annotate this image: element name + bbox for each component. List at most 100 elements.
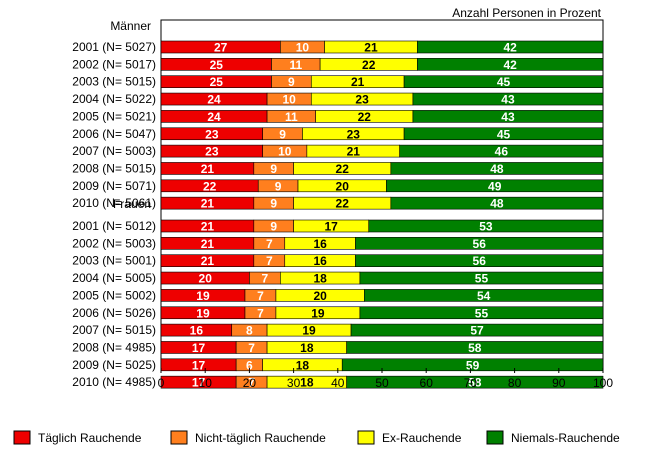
data-label: 21 [201,237,215,251]
row-label: 2003 (N= 5015) [72,75,156,89]
bar-segment [417,40,604,54]
data-label: 18 [313,272,327,286]
row-label: 2007 (N= 5003) [72,144,156,158]
data-label: 55 [475,272,489,286]
data-label: 45 [497,127,511,141]
data-label: 7 [266,237,273,251]
data-label: 6 [246,358,253,372]
data-label: 9 [275,179,282,193]
legend-label: Nicht-täglich Rauchende [195,431,326,445]
row-label: 2009 (N= 5025) [72,358,156,372]
data-label: 56 [473,254,487,268]
bar-segment [390,196,604,210]
x-tick-label: 80 [508,376,522,390]
data-label: 46 [495,145,509,159]
data-label: 22 [336,197,350,211]
data-label: 16 [190,324,204,338]
row-label: 2002 (N= 5003) [72,236,156,250]
data-label: 21 [201,197,215,211]
data-label: 17 [192,376,206,390]
row-label: 2009 (N= 5071) [72,179,156,193]
x-tick-label: 40 [331,376,345,390]
data-label: 20 [336,179,350,193]
data-label: 10 [296,41,310,55]
data-label: 16 [313,237,327,251]
data-label: 7 [248,341,255,355]
data-label: 17 [192,341,206,355]
row-label: 2006 (N= 5047) [72,127,156,141]
data-label: 19 [302,324,316,338]
row-label: 2007 (N= 5015) [72,323,156,337]
data-label: 9 [270,162,277,176]
data-label: 9 [270,197,277,211]
bar-segment [359,271,604,285]
legend-swatch [170,430,188,445]
row-label: 2008 (N= 4985) [72,340,156,354]
data-label: 42 [504,58,518,72]
data-label: 7 [248,376,255,390]
row-label: 2001 (N= 5012) [72,219,156,233]
data-label: 20 [199,272,213,286]
group-label: Frauen [113,197,151,211]
legend-swatch [357,430,375,445]
x-tick-label: 10 [199,376,213,390]
data-label: 43 [501,110,515,124]
data-label: 48 [490,162,504,176]
data-label: 58 [468,341,482,355]
data-label: 45 [497,75,511,89]
row-label: 2010 (N= 5061) [72,196,156,210]
data-label: 16 [313,254,327,268]
bar-segment [417,58,604,71]
data-label: 11 [289,58,302,72]
data-label: 19 [196,306,210,320]
bar-segment [368,219,604,233]
legend-label: Täglich Rauchende [38,431,142,445]
bar-segment [386,179,604,193]
legend-swatch [13,430,31,445]
data-label: 27 [214,41,228,55]
data-label: 21 [347,145,361,159]
data-label: 23 [205,145,219,159]
data-label: 21 [201,254,215,268]
data-label: 42 [504,41,518,55]
row-label: 2005 (N= 5021) [72,109,156,123]
data-label: 56 [473,237,487,251]
bar-segment [364,289,604,302]
bar-segment [355,237,604,250]
x-tick-label: 70 [464,376,478,390]
data-label: 19 [311,306,325,320]
data-label: 23 [205,127,219,141]
data-label: 8 [246,324,253,338]
data-label: 54 [477,289,491,303]
data-label: 21 [201,162,215,176]
data-label: 7 [266,254,273,268]
x-tick-label: 30 [287,376,301,390]
data-label: 17 [192,358,206,372]
bar-segment [341,358,604,372]
data-label: 48 [490,197,504,211]
bar-segment [390,162,604,175]
legend-swatch [486,430,504,445]
x-tick-label: 90 [552,376,566,390]
bar-segment [399,144,604,158]
row-label: 2004 (N= 5005) [72,271,156,285]
data-label: 59 [466,358,480,372]
bar-segment [346,341,604,354]
bar-segment [412,110,604,123]
data-label: 57 [470,324,484,338]
data-label: 9 [279,127,286,141]
x-tick-label: 60 [420,376,434,390]
bar-segment [359,306,604,320]
data-label: 22 [358,110,372,124]
data-label: 9 [270,220,277,234]
data-label: 7 [262,272,269,286]
x-tick-label: 20 [243,376,257,390]
data-label: 49 [488,179,502,193]
data-label: 18 [300,376,314,390]
chart-title: Anzahl Personen in Prozent [452,6,601,20]
data-label: 17 [324,220,338,234]
data-label: 18 [296,358,310,372]
data-label: 11 [285,110,298,124]
data-label: 58 [468,376,482,390]
data-label: 7 [257,289,264,303]
